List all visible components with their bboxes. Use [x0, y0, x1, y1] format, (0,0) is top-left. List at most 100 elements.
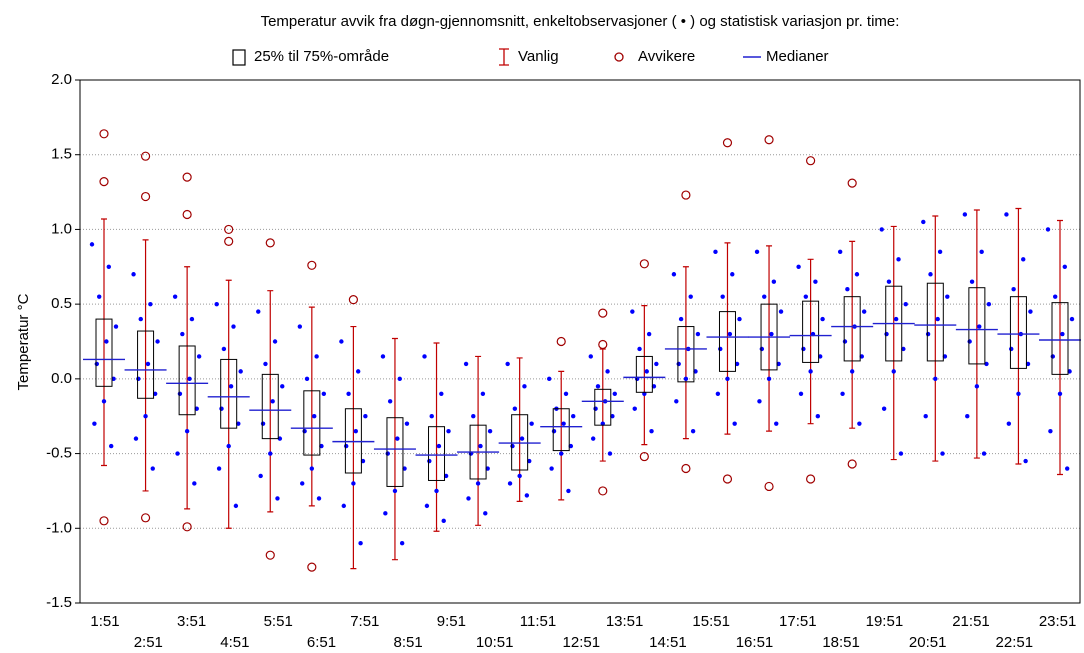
observation: [678, 316, 684, 322]
whisker: [267, 290, 274, 513]
observation: [644, 369, 649, 374]
x-tick-label: 10:51: [476, 634, 514, 651]
observation: [358, 541, 363, 546]
observation: [312, 414, 317, 419]
observation: [1016, 391, 1021, 396]
box: [802, 300, 820, 363]
box: [594, 388, 612, 426]
observation: [1048, 428, 1053, 434]
box: [511, 414, 529, 471]
observation: [561, 421, 566, 426]
observation: [674, 399, 679, 404]
box: [926, 282, 944, 362]
legend-label: Medianer: [766, 48, 829, 65]
box: [718, 311, 736, 372]
observation: [510, 443, 515, 449]
observation: [256, 309, 261, 314]
observation: [314, 354, 319, 359]
observation: [630, 309, 635, 314]
observation: [1069, 316, 1075, 322]
observation: [1009, 346, 1014, 352]
observation: [1065, 466, 1070, 471]
x-tick-label: 18:51: [822, 634, 860, 651]
observation: [979, 249, 984, 255]
observation: [637, 346, 642, 352]
outlier: [722, 474, 733, 484]
observation: [363, 414, 368, 419]
observation: [886, 279, 892, 284]
outlier: [182, 522, 192, 532]
x-tick-label: 9:51: [437, 613, 466, 630]
observation: [297, 324, 303, 329]
box: [677, 326, 695, 383]
whisker: [682, 266, 689, 440]
observation: [605, 369, 610, 374]
observation: [180, 331, 185, 337]
observation: [439, 391, 444, 396]
y-axis-label: Temperatur °C: [15, 293, 32, 390]
observation: [879, 227, 884, 232]
observation: [529, 421, 534, 426]
box: [843, 296, 861, 362]
legend-outlier-icon: [614, 52, 624, 62]
observation: [1045, 227, 1051, 232]
box: [386, 417, 404, 487]
observation: [632, 406, 637, 411]
observation: [524, 493, 530, 498]
outlier: [639, 451, 649, 462]
observation: [967, 339, 972, 344]
observation: [512, 406, 518, 411]
observation: [676, 361, 681, 367]
box: [635, 355, 653, 393]
observation: [1053, 294, 1058, 299]
observation: [771, 279, 777, 284]
x-tick-label: 15:51: [692, 613, 730, 630]
outlier: [140, 513, 151, 523]
observation: [138, 316, 143, 322]
observation: [903, 301, 908, 307]
x-tick-label: 20:51: [909, 634, 947, 651]
observation: [1062, 264, 1068, 269]
box: [137, 330, 155, 399]
box: [1009, 296, 1027, 369]
observation: [221, 346, 227, 352]
observation: [187, 376, 192, 382]
y-tick-label: 0.0: [51, 370, 72, 387]
observation: [527, 458, 532, 464]
outlier: [224, 236, 234, 246]
observation: [549, 466, 554, 471]
box: [95, 318, 113, 387]
observation: [796, 264, 801, 269]
observation: [392, 488, 398, 494]
observation: [837, 249, 843, 255]
observation: [309, 466, 315, 471]
observation: [595, 384, 601, 389]
observation: [478, 443, 483, 449]
whisker: [516, 357, 523, 502]
whisker: [932, 215, 939, 462]
outlier: [140, 151, 151, 161]
observation: [155, 339, 160, 344]
observation: [385, 451, 390, 456]
observation: [471, 414, 476, 419]
box: [344, 408, 362, 474]
outlier: [639, 259, 649, 269]
whisker: [1057, 219, 1063, 476]
observation: [649, 428, 654, 434]
observation: [933, 376, 938, 382]
x-tick-label: 3:51: [177, 613, 206, 630]
observation: [228, 384, 234, 389]
observation: [133, 436, 139, 441]
legend-whisker-icon: [499, 48, 509, 66]
observation: [300, 481, 305, 486]
observation: [798, 391, 804, 396]
outlier: [99, 129, 109, 139]
x-tick-label: 23:51: [1039, 613, 1077, 630]
legend-box-icon: [232, 49, 246, 66]
x-tick-label: 21:51: [952, 613, 990, 630]
observation: [424, 503, 430, 509]
observation: [475, 481, 481, 486]
outlier: [99, 516, 109, 526]
observation: [353, 428, 358, 434]
observation: [713, 249, 718, 255]
